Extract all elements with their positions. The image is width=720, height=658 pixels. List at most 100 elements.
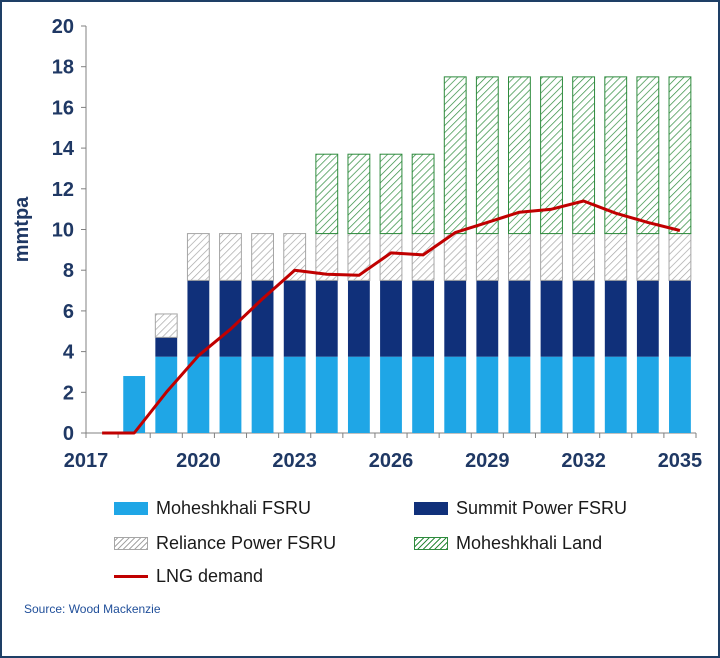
x-tick-label: 2032 (561, 450, 606, 472)
legend-label-lng-demand: LNG demand (156, 566, 264, 586)
bar-reliance-power-fsru (636, 233, 660, 281)
legend-swatch-moheshkhali-land (414, 537, 448, 550)
y-tick-label: 4 (63, 342, 75, 364)
bar-summit-power-fsru (283, 280, 306, 357)
legend-swatch-summit-power-fsru (414, 502, 448, 515)
bar-summit-power-fsru (476, 280, 499, 357)
legend-item-moheshkhali-fsru: Moheshkhali FSRU (114, 498, 311, 519)
bar-moheshkhali-fsru (476, 356, 499, 433)
bar-reliance-power-fsru (154, 313, 178, 338)
bar-moheshkhali-land (379, 153, 403, 235)
bar-summit-power-fsru (219, 280, 242, 357)
bar-summit-power-fsru (412, 280, 435, 357)
bar-reliance-power-fsru (347, 233, 371, 281)
bar-reliance-power-fsru (186, 233, 210, 281)
bar-summit-power-fsru (572, 280, 595, 357)
y-tick-label: 6 (63, 301, 74, 323)
bar-reliance-power-fsru (219, 233, 242, 281)
bar-moheshkhali-fsru (572, 356, 595, 433)
x-tick-label: 2017 (64, 450, 109, 472)
source-note: Source: Wood Mackenzie (24, 602, 161, 616)
legend-swatch-moheshkhali-fsru (114, 502, 148, 515)
bar-reliance-power-fsru (411, 233, 435, 281)
legend-item-lng-demand: LNG demand (114, 566, 263, 587)
y-tick-label: 10 (52, 220, 74, 242)
bar-summit-power-fsru (380, 280, 402, 357)
legend-item-summit-power-fsru: Summit Power FSRU (414, 498, 627, 519)
axis-labels: 0 2 4 6 8 10 12 14 16 18 20 2017 2020 2023 2026 2029 203… (11, 16, 702, 472)
bar-moheshkhali-land (443, 76, 467, 235)
legend-label-reliance-power-fsru: Reliance Power FSRU (156, 533, 337, 553)
bar-reliance-power-fsru (572, 233, 596, 281)
bar-moheshkhali-land (347, 153, 371, 235)
bar-moheshkhali-fsru (604, 356, 627, 433)
bar-moheshkhali-fsru (444, 356, 467, 433)
bar-moheshkhali-land (604, 76, 628, 235)
lng-demand-line (102, 199, 681, 435)
bar-moheshkhali-fsru (315, 356, 338, 433)
x-tick-label: 2029 (465, 450, 510, 472)
legend-swatch-reliance-power-fsru (114, 537, 148, 550)
bar-reliance-power-fsru (251, 233, 274, 281)
bar-moheshkhali-land (540, 76, 563, 235)
bar-summit-power-fsru (187, 280, 210, 357)
bar-moheshkhali-fsru (187, 356, 210, 433)
bar-reliance-power-fsru (443, 233, 467, 281)
bar-moheshkhali-fsru (283, 356, 306, 433)
legend-item-reliance-power-fsru: Reliance Power FSRU (114, 533, 336, 554)
bar-reliance-power-fsru (283, 233, 307, 281)
bar-summit-power-fsru (669, 280, 691, 357)
bar-reliance-power-fsru (475, 233, 499, 281)
bar-moheshkhali-fsru (669, 356, 691, 433)
bar-summit-power-fsru (636, 280, 659, 357)
y-tick-label: 2 (63, 382, 74, 404)
bar-moheshkhali-land (572, 76, 596, 235)
bar-moheshkhali-fsru (155, 356, 178, 433)
bar-moheshkhali-land (475, 76, 499, 235)
y-tick-label: 0 (63, 423, 74, 445)
legend-item-moheshkhali-land: Moheshkhali Land (414, 533, 602, 554)
bar-summit-power-fsru (604, 280, 627, 357)
bar-moheshkhali-fsru (219, 356, 242, 433)
bar-summit-power-fsru (347, 280, 370, 357)
x-tick-label: 2020 (176, 450, 221, 472)
bar-moheshkhali-fsru (508, 356, 531, 433)
y-tick-label: 18 (52, 57, 74, 79)
bar-reliance-power-fsru (604, 233, 628, 281)
bar-moheshkhali-land (636, 76, 660, 235)
y-tick-label: 16 (52, 97, 74, 119)
bar-moheshkhali-fsru (412, 356, 435, 433)
y-axis-title: mmtpa (11, 196, 33, 262)
y-tick-label: 20 (52, 16, 74, 38)
bar-reliance-power-fsru (668, 233, 692, 281)
bar-summit-power-fsru (155, 337, 178, 357)
bar-moheshkhali-fsru (380, 356, 402, 433)
y-tick-label: 8 (63, 260, 74, 282)
bar-moheshkhali-land (508, 76, 531, 235)
legend-label-moheshkhali-fsru: Moheshkhali FSRU (156, 498, 312, 518)
bar-moheshkhali-fsru (540, 356, 563, 433)
x-tick-label: 2026 (369, 450, 414, 472)
y-tick-label: 14 (52, 138, 75, 160)
bar-moheshkhali-land (315, 153, 339, 235)
legend-label-moheshkhali-land: Moheshkhali Land (456, 533, 603, 553)
bar-summit-power-fsru (315, 280, 338, 357)
legend-label-summit-power-fsru: Summit Power FSRU (456, 498, 628, 518)
x-tick-label: 2035 (658, 450, 703, 472)
bars (123, 76, 692, 433)
bar-moheshkhali-fsru (347, 356, 370, 433)
bar-summit-power-fsru (508, 280, 531, 357)
bar-summit-power-fsru (540, 280, 563, 357)
bar-moheshkhali-fsru (251, 356, 274, 433)
bar-moheshkhali-fsru (636, 356, 659, 433)
y-tick-label: 12 (52, 179, 74, 201)
bar-summit-power-fsru (444, 280, 467, 357)
bar-reliance-power-fsru (508, 233, 531, 281)
legend-swatch-lng-demand (114, 575, 148, 578)
bar-moheshkhali-land (411, 153, 435, 235)
x-tick-label: 2023 (272, 450, 317, 472)
bar-moheshkhali-fsru (123, 376, 146, 433)
bar-moheshkhali-land (668, 76, 692, 235)
